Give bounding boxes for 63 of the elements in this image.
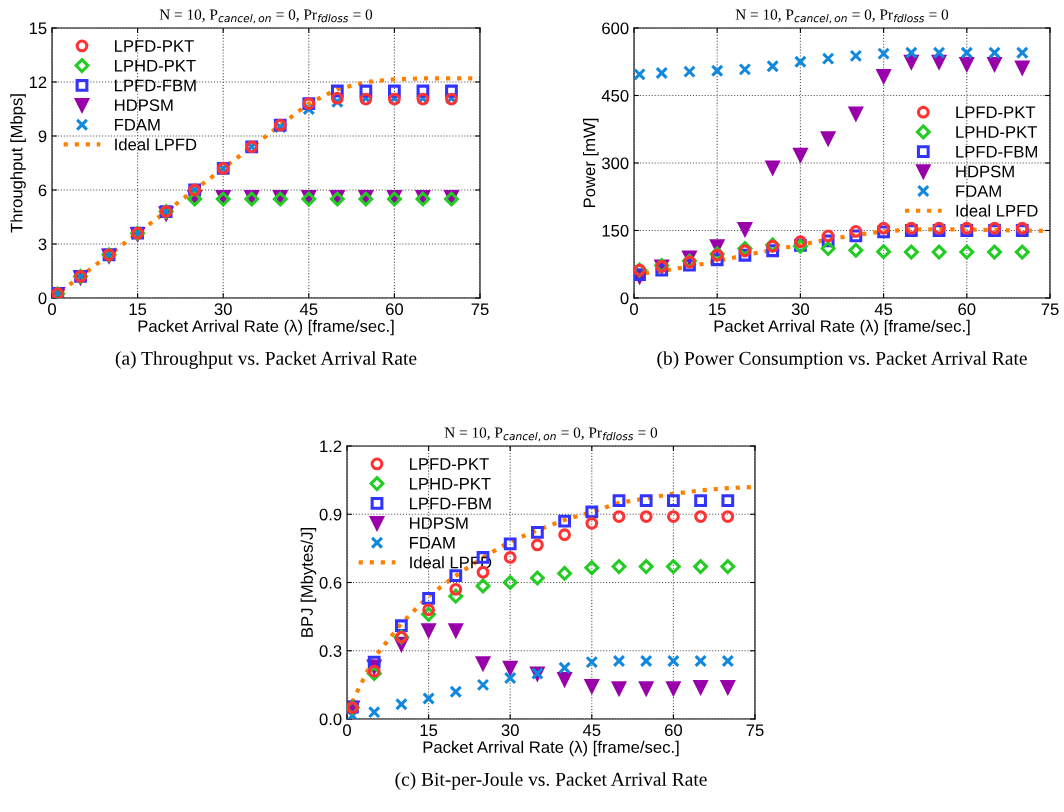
chart-title: N = 10, P$_{cancel,on}$ = 0, Pr$_{fdloss}$ = 0	[444, 427, 658, 442]
legend-label: HDPSM	[115, 99, 173, 112]
x-axis-title: Packet Arrival Rate (λ) [frame/sec.]	[714, 319, 970, 336]
x-axis-title: Packet Arrival Rate (λ) [frame/sec.]	[138, 319, 394, 336]
y-tick-label: 0.9	[319, 508, 342, 521]
x-tick-label: 0	[630, 303, 638, 316]
x-tick-label: 45	[582, 724, 601, 737]
chart-title: N = 10, P$_{cancel,on}$ = 0, Pr$_{fdloss}$ = 0	[735, 9, 949, 24]
text: (a) Throughput vs. Packet Arrival Rate	[115, 351, 417, 369]
legend-label: LPHD-PKT	[956, 126, 1037, 138]
legend-label: LPFD-FBM	[956, 145, 1037, 158]
y-tick-label: 450	[601, 89, 629, 102]
x-axis-title: Packet Arrival Rate (λ) [frame/sec.]	[423, 740, 679, 757]
x-tick-label: 75	[471, 303, 489, 316]
x-tick-label: 60	[664, 724, 683, 737]
text: (c) Bit-per-Joule vs. Packet Arrival Rate	[395, 772, 707, 790]
y-tick-label: 15	[29, 22, 47, 35]
legend-label: LPHD-PKT	[115, 59, 196, 72]
legend-label: HDPSM	[956, 165, 1014, 178]
x-tick-label: 30	[791, 303, 810, 316]
legend-label: Ideal LPFD	[956, 204, 1038, 217]
legend-label: LPFD-FBM	[410, 497, 491, 510]
x-tick-label: 45	[874, 303, 893, 316]
y-axis-title: BPJ [Mbytes/J]	[300, 528, 317, 637]
y-tick-label: 1.2	[320, 440, 342, 453]
x-tick-label: 30	[501, 724, 519, 737]
legend-label: LPFD-FBM	[115, 79, 196, 92]
y-tick-label: 600	[602, 22, 629, 35]
legend-label: FDAM	[410, 537, 455, 549]
legend-label: Ideal LPFD	[115, 138, 197, 151]
x-tick-label: 0	[48, 303, 56, 316]
legend-label: LPFD-PKT	[115, 40, 194, 52]
x-tick-label: 75	[746, 724, 764, 737]
legend-label: LPFD-PKT	[956, 106, 1036, 119]
legend-label: HDPSM	[410, 517, 468, 530]
x-tick-label: 15	[420, 724, 438, 737]
y-tick-label: 6	[38, 184, 47, 197]
legend-label: LPHD-PKT	[410, 477, 491, 490]
y-tick-label: 300	[601, 157, 629, 170]
x-tick-label: 75	[1041, 303, 1059, 316]
x-tick-label: 60	[958, 303, 976, 316]
x-tick-label: 15	[709, 303, 726, 316]
y-tick-label: 12	[29, 76, 47, 89]
x-tick-label: 60	[385, 303, 404, 316]
y-tick-label: 0	[620, 292, 629, 305]
legend-label: FDAM	[115, 119, 160, 131]
x-tick-label: 0	[343, 724, 351, 737]
y-tick-label: 0.6	[319, 576, 342, 589]
chart-title: N = 10, P$_{cancel,on}$ = 0, Pr$_{fdloss}$ = 0	[159, 9, 373, 24]
text: (b) Power Consumption vs. Packet Arrival Rate	[657, 351, 1027, 369]
x-tick-label: 15	[129, 303, 147, 316]
x-tick-label: 30	[214, 303, 232, 316]
y-tick-label: 0.3	[319, 645, 342, 657]
y-axis-title: Throughput [Mbps]	[10, 94, 26, 233]
y-tick-label: 3	[38, 238, 47, 251]
x-tick-label: 45	[299, 303, 318, 316]
y-tick-label: 0.0	[319, 713, 342, 726]
y-tick-label: 9	[38, 130, 47, 143]
y-tick-label: 150	[602, 224, 629, 237]
legend-label: LPFD-PKT	[410, 458, 489, 470]
legend-label: FDAM	[956, 185, 1001, 197]
y-tick-label: 0	[38, 292, 47, 305]
y-axis-title: Power [mW]	[583, 118, 599, 208]
